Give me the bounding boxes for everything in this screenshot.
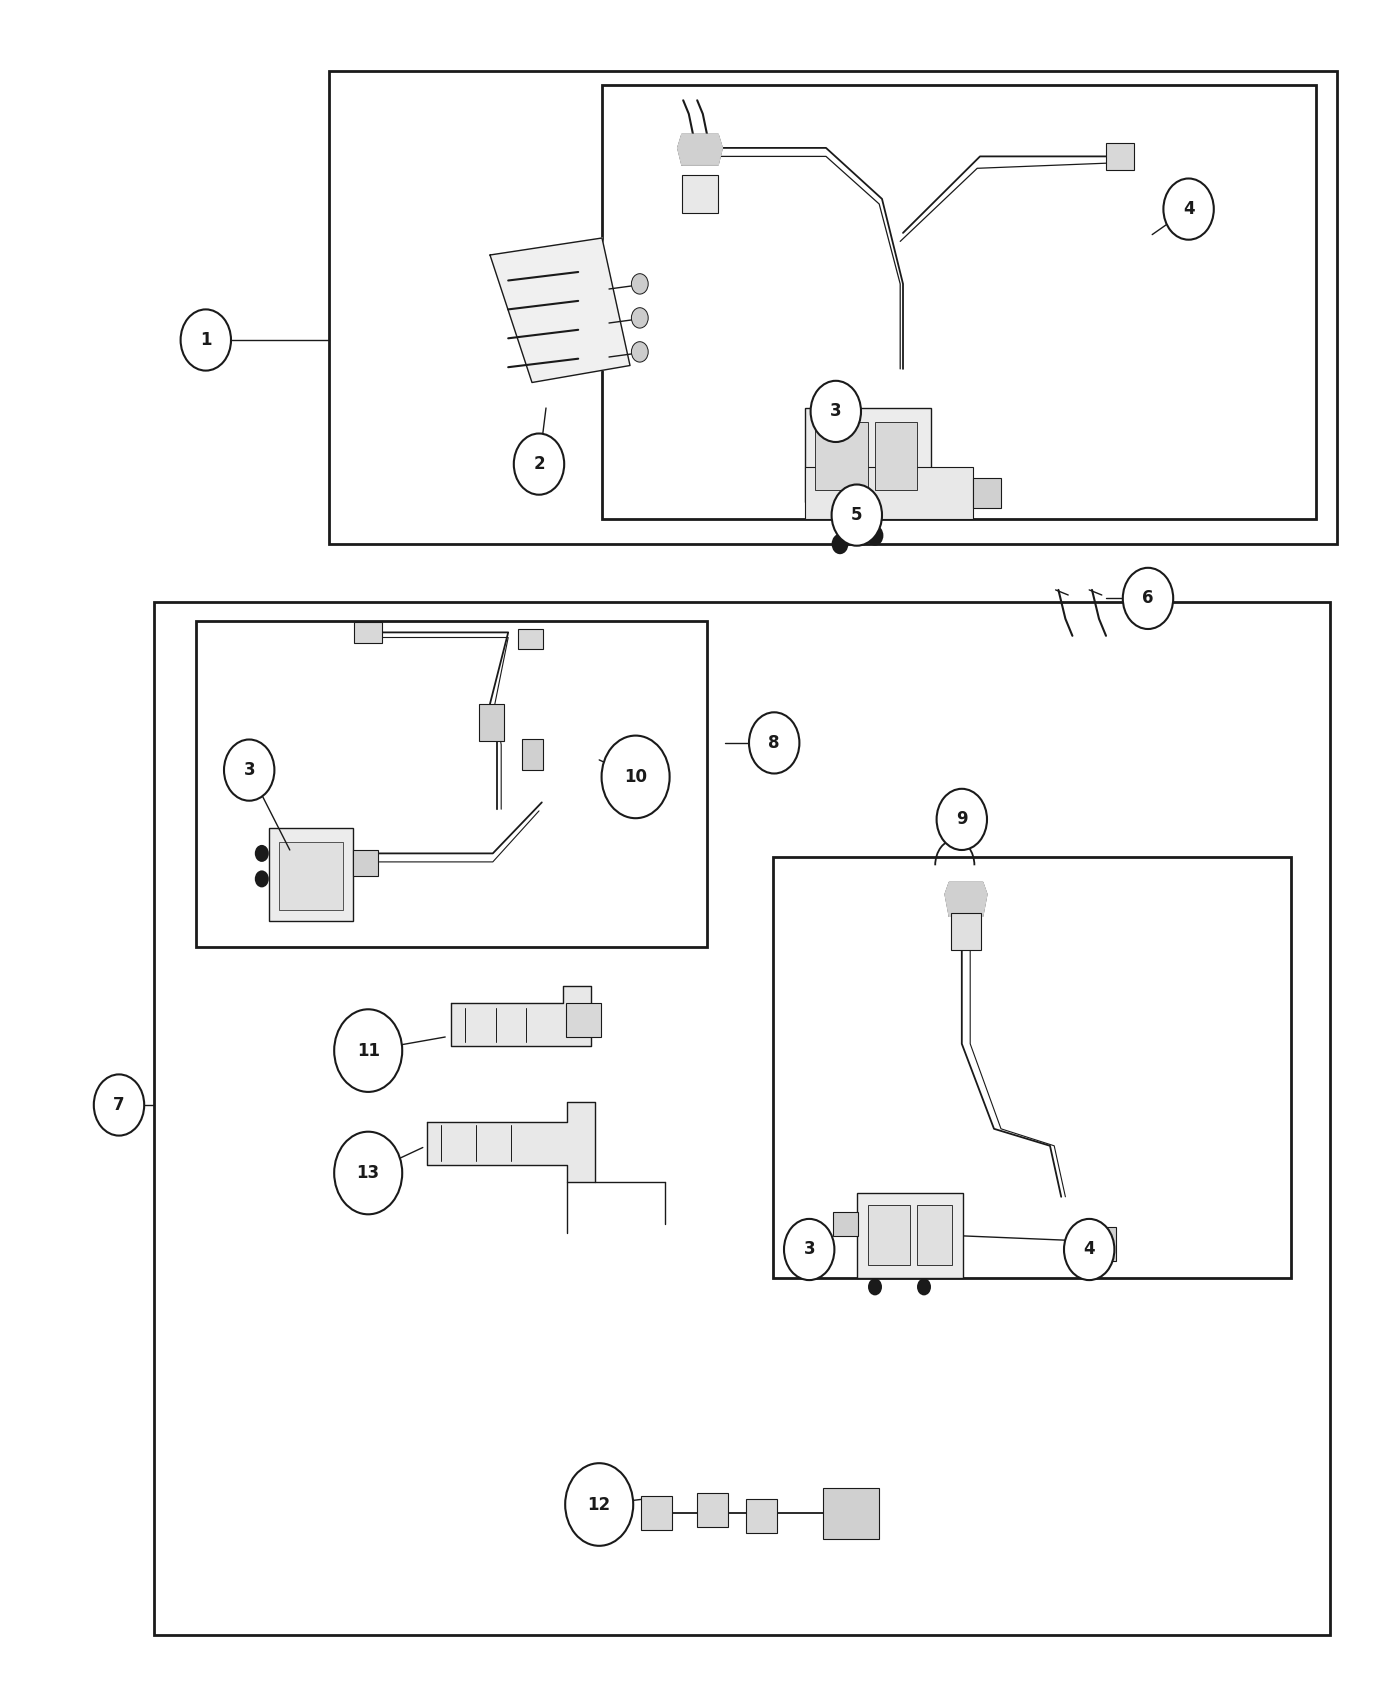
Bar xyxy=(154,602,1330,1635)
Circle shape xyxy=(868,1278,882,1295)
Circle shape xyxy=(335,1132,402,1214)
Text: 11: 11 xyxy=(357,1042,379,1059)
Bar xyxy=(746,1499,777,1533)
Text: 3: 3 xyxy=(244,762,255,779)
Text: 8: 8 xyxy=(769,734,780,751)
Circle shape xyxy=(631,274,648,294)
Circle shape xyxy=(811,381,861,442)
Circle shape xyxy=(566,1464,633,1545)
Circle shape xyxy=(937,789,987,850)
Circle shape xyxy=(917,1278,931,1295)
Text: 4: 4 xyxy=(1183,201,1194,218)
Circle shape xyxy=(784,1219,834,1280)
Circle shape xyxy=(832,534,848,554)
Polygon shape xyxy=(427,1102,595,1182)
Text: 12: 12 xyxy=(588,1496,610,1513)
Circle shape xyxy=(867,525,883,546)
Bar xyxy=(875,422,917,490)
Text: 3: 3 xyxy=(804,1241,815,1258)
Circle shape xyxy=(224,740,274,801)
Bar xyxy=(1106,143,1134,170)
Text: 7: 7 xyxy=(113,1096,125,1114)
Bar xyxy=(833,1212,858,1236)
Polygon shape xyxy=(451,986,591,1046)
Bar xyxy=(641,1496,672,1530)
Bar xyxy=(566,1003,601,1037)
Circle shape xyxy=(1123,568,1173,629)
Text: 13: 13 xyxy=(357,1164,379,1181)
Bar xyxy=(354,622,382,643)
Text: 5: 5 xyxy=(851,507,862,524)
Circle shape xyxy=(631,308,648,328)
Text: 2: 2 xyxy=(533,456,545,473)
Circle shape xyxy=(255,845,269,862)
Bar xyxy=(1085,1227,1116,1261)
Circle shape xyxy=(1163,178,1214,240)
Text: 10: 10 xyxy=(624,768,647,785)
Bar xyxy=(823,1488,879,1538)
Bar xyxy=(479,704,504,741)
Circle shape xyxy=(749,712,799,774)
Text: 3: 3 xyxy=(830,403,841,420)
Bar xyxy=(857,1193,963,1278)
Bar xyxy=(353,850,378,876)
Circle shape xyxy=(94,1074,144,1136)
Circle shape xyxy=(832,484,882,546)
Polygon shape xyxy=(490,238,630,382)
Bar xyxy=(773,857,1291,1278)
Bar xyxy=(815,422,868,490)
Bar xyxy=(522,740,543,770)
Polygon shape xyxy=(945,882,987,916)
Bar xyxy=(973,478,1001,508)
Polygon shape xyxy=(678,134,722,165)
Bar xyxy=(196,620,707,947)
Circle shape xyxy=(255,870,269,887)
Bar xyxy=(518,629,543,649)
Bar xyxy=(329,71,1337,544)
Circle shape xyxy=(1064,1219,1114,1280)
Circle shape xyxy=(181,309,231,371)
Text: 9: 9 xyxy=(956,811,967,828)
Bar xyxy=(682,175,718,212)
Circle shape xyxy=(602,736,669,818)
Bar xyxy=(868,1205,910,1265)
Text: 4: 4 xyxy=(1084,1241,1095,1258)
Bar xyxy=(917,1205,952,1265)
Bar xyxy=(602,85,1316,518)
Text: 1: 1 xyxy=(200,332,211,348)
Bar xyxy=(269,828,353,921)
Circle shape xyxy=(631,342,648,362)
Bar xyxy=(951,913,981,950)
Bar xyxy=(805,468,973,518)
Bar xyxy=(805,408,931,502)
Circle shape xyxy=(514,434,564,495)
Circle shape xyxy=(335,1010,402,1091)
Bar xyxy=(279,842,343,910)
Bar xyxy=(697,1493,728,1527)
Text: 6: 6 xyxy=(1142,590,1154,607)
